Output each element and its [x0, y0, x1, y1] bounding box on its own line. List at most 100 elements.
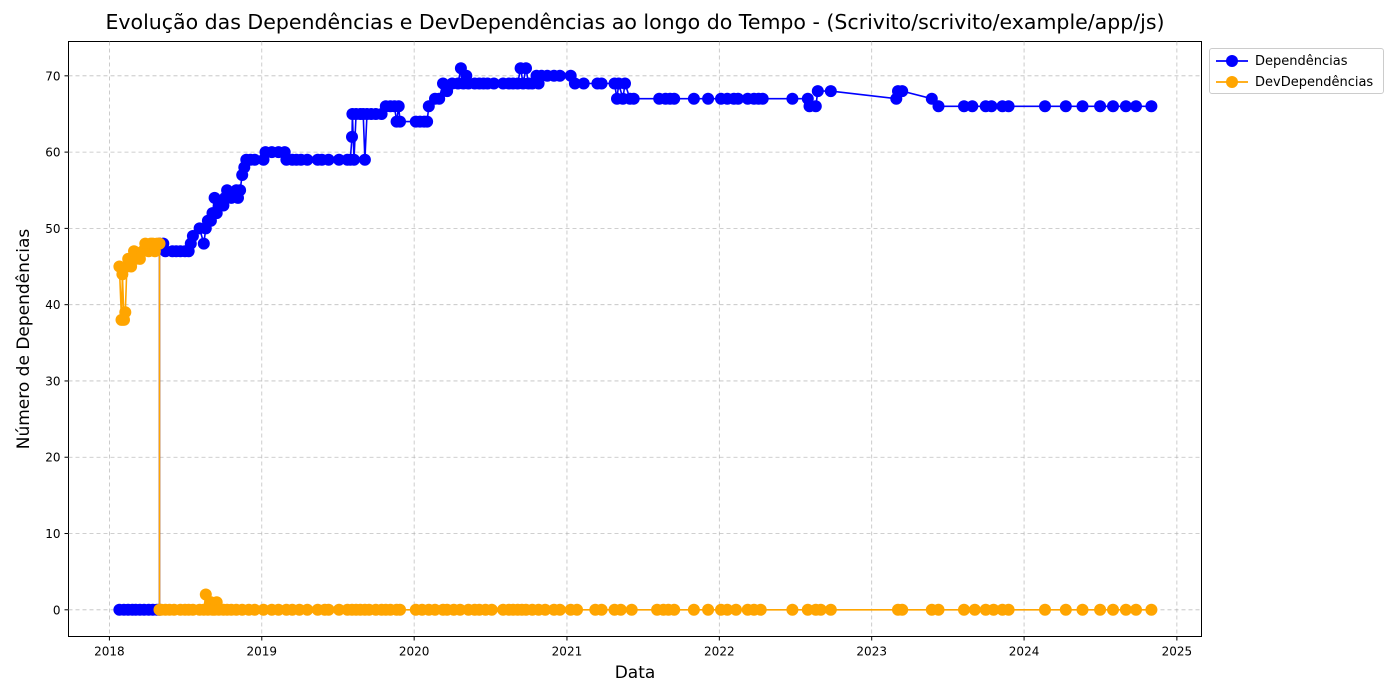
legend-marker-devdependencias	[1216, 76, 1248, 88]
data-point-dependencias	[809, 100, 822, 113]
y-tick-label: 30	[45, 374, 60, 388]
data-point-devdependencias	[394, 603, 406, 616]
data-point-devdependencias	[553, 603, 566, 616]
data-point-dependencias	[595, 77, 608, 90]
data-point-dependencias	[322, 153, 335, 166]
x-tick-label: 2025	[1162, 645, 1193, 659]
data-point-devdependencias	[687, 603, 700, 616]
data-point-dependencias	[301, 153, 314, 166]
data-point-dependencias	[346, 130, 358, 143]
data-point-devdependencias	[932, 603, 945, 616]
data-point-dependencias	[577, 77, 590, 90]
y-tick-label: 50	[45, 222, 60, 236]
data-point-devdependencias	[625, 603, 638, 616]
data-point-dependencias	[958, 100, 970, 113]
data-point-dependencias	[756, 92, 769, 105]
grid-lines	[68, 41, 1202, 637]
data-point-devdependencias	[119, 306, 132, 319]
data-point-dependencias	[966, 100, 979, 113]
x-tick-label: 2024	[1009, 645, 1040, 659]
data-point-dependencias	[234, 184, 247, 197]
data-point-dependencias	[568, 77, 581, 90]
data-point-dependencias	[824, 85, 837, 98]
data-point-devdependencias	[1130, 603, 1142, 616]
data-point-dependencias	[520, 62, 532, 75]
data-point-dependencias	[702, 92, 715, 105]
data-point-devdependencias	[968, 603, 981, 616]
data-point-dependencias	[627, 92, 640, 105]
x-tick-label: 2018	[94, 645, 125, 659]
plot-area	[68, 41, 1202, 637]
data-point-devdependencias	[1119, 603, 1132, 616]
data-point-dependencias	[1119, 100, 1132, 113]
data-point-dependencias	[1059, 100, 1072, 113]
data-point-dependencias	[553, 69, 566, 82]
data-point-devdependencias	[257, 603, 270, 616]
y-axis-label: Número de Dependências	[14, 228, 34, 450]
x-tick-label: 2020	[399, 645, 430, 659]
legend-label-dependencias: Dependências	[1255, 53, 1348, 69]
data-point-devdependencias	[454, 603, 467, 616]
data-point-devdependencias	[595, 603, 608, 616]
data-point-devdependencias	[153, 237, 166, 250]
data-point-devdependencias	[614, 603, 627, 616]
data-point-dependencias	[732, 92, 745, 105]
data-point-devdependencias	[1059, 603, 1072, 616]
legend-item-dependencias: Dependências	[1216, 52, 1348, 70]
series-devdependencias	[113, 237, 1158, 616]
chart-title: Evolução das Dependências e DevDependênc…	[105, 10, 1165, 34]
data-point-dependencias	[811, 85, 824, 98]
data-point-dependencias	[896, 85, 909, 98]
data-point-dependencias	[248, 153, 261, 166]
data-point-devdependencias	[702, 603, 715, 616]
data-point-devdependencias	[485, 603, 498, 616]
series-layer	[113, 62, 1158, 616]
data-point-dependencias	[668, 92, 681, 105]
data-point-devdependencias	[754, 603, 767, 616]
data-point-devdependencias	[1002, 603, 1015, 616]
data-point-devdependencias	[1145, 603, 1158, 616]
data-point-dependencias	[687, 92, 700, 105]
data-point-devdependencias	[571, 603, 583, 616]
y-tick-label: 70	[45, 69, 60, 83]
x-axis-label: Data	[614, 663, 656, 683]
data-point-devdependencias	[1076, 603, 1089, 616]
series-dependencias	[113, 62, 1158, 616]
y-tick-label: 20	[45, 451, 60, 465]
data-point-devdependencias	[1107, 603, 1119, 616]
data-point-dependencias	[1130, 100, 1142, 113]
data-point-devdependencias	[786, 603, 799, 616]
data-point-devdependencias	[539, 603, 552, 616]
data-point-devdependencias	[958, 603, 970, 616]
legend-label-devdependencias: DevDependências	[1255, 74, 1374, 90]
data-point-devdependencias	[814, 603, 827, 616]
x-tick-label: 2021	[552, 645, 583, 659]
data-point-devdependencias	[1094, 603, 1107, 616]
data-point-devdependencias	[1039, 603, 1051, 616]
data-point-devdependencias	[721, 603, 734, 616]
y-tick-label: 60	[45, 146, 60, 160]
legend: Dependências DevDependências	[1209, 48, 1384, 94]
data-point-devdependencias	[322, 603, 335, 616]
data-point-dependencias	[394, 115, 406, 128]
axes: 2018 2019 2020 2021 2022 2023 2024 2025 0 10 20 30 4…	[45, 69, 1192, 658]
data-point-dependencias	[985, 100, 998, 113]
y-tick-label: 40	[45, 298, 60, 312]
data-point-dependencias	[619, 77, 631, 90]
data-point-dependencias	[1107, 100, 1119, 113]
data-point-dependencias	[1002, 100, 1015, 113]
data-point-dependencias	[358, 153, 371, 166]
data-point-dependencias	[421, 115, 434, 128]
data-point-dependencias	[348, 153, 360, 166]
data-point-dependencias	[1145, 100, 1158, 113]
data-point-dependencias	[932, 100, 945, 113]
data-point-devdependencias	[824, 603, 837, 616]
data-point-dependencias	[433, 92, 446, 105]
data-point-dependencias	[786, 92, 799, 105]
legend-marker-dependencias	[1216, 55, 1248, 67]
data-point-devdependencias	[730, 603, 742, 616]
x-tick-label: 2022	[704, 645, 735, 659]
data-point-devdependencias	[301, 603, 314, 616]
y-tick-label: 0	[53, 603, 61, 617]
